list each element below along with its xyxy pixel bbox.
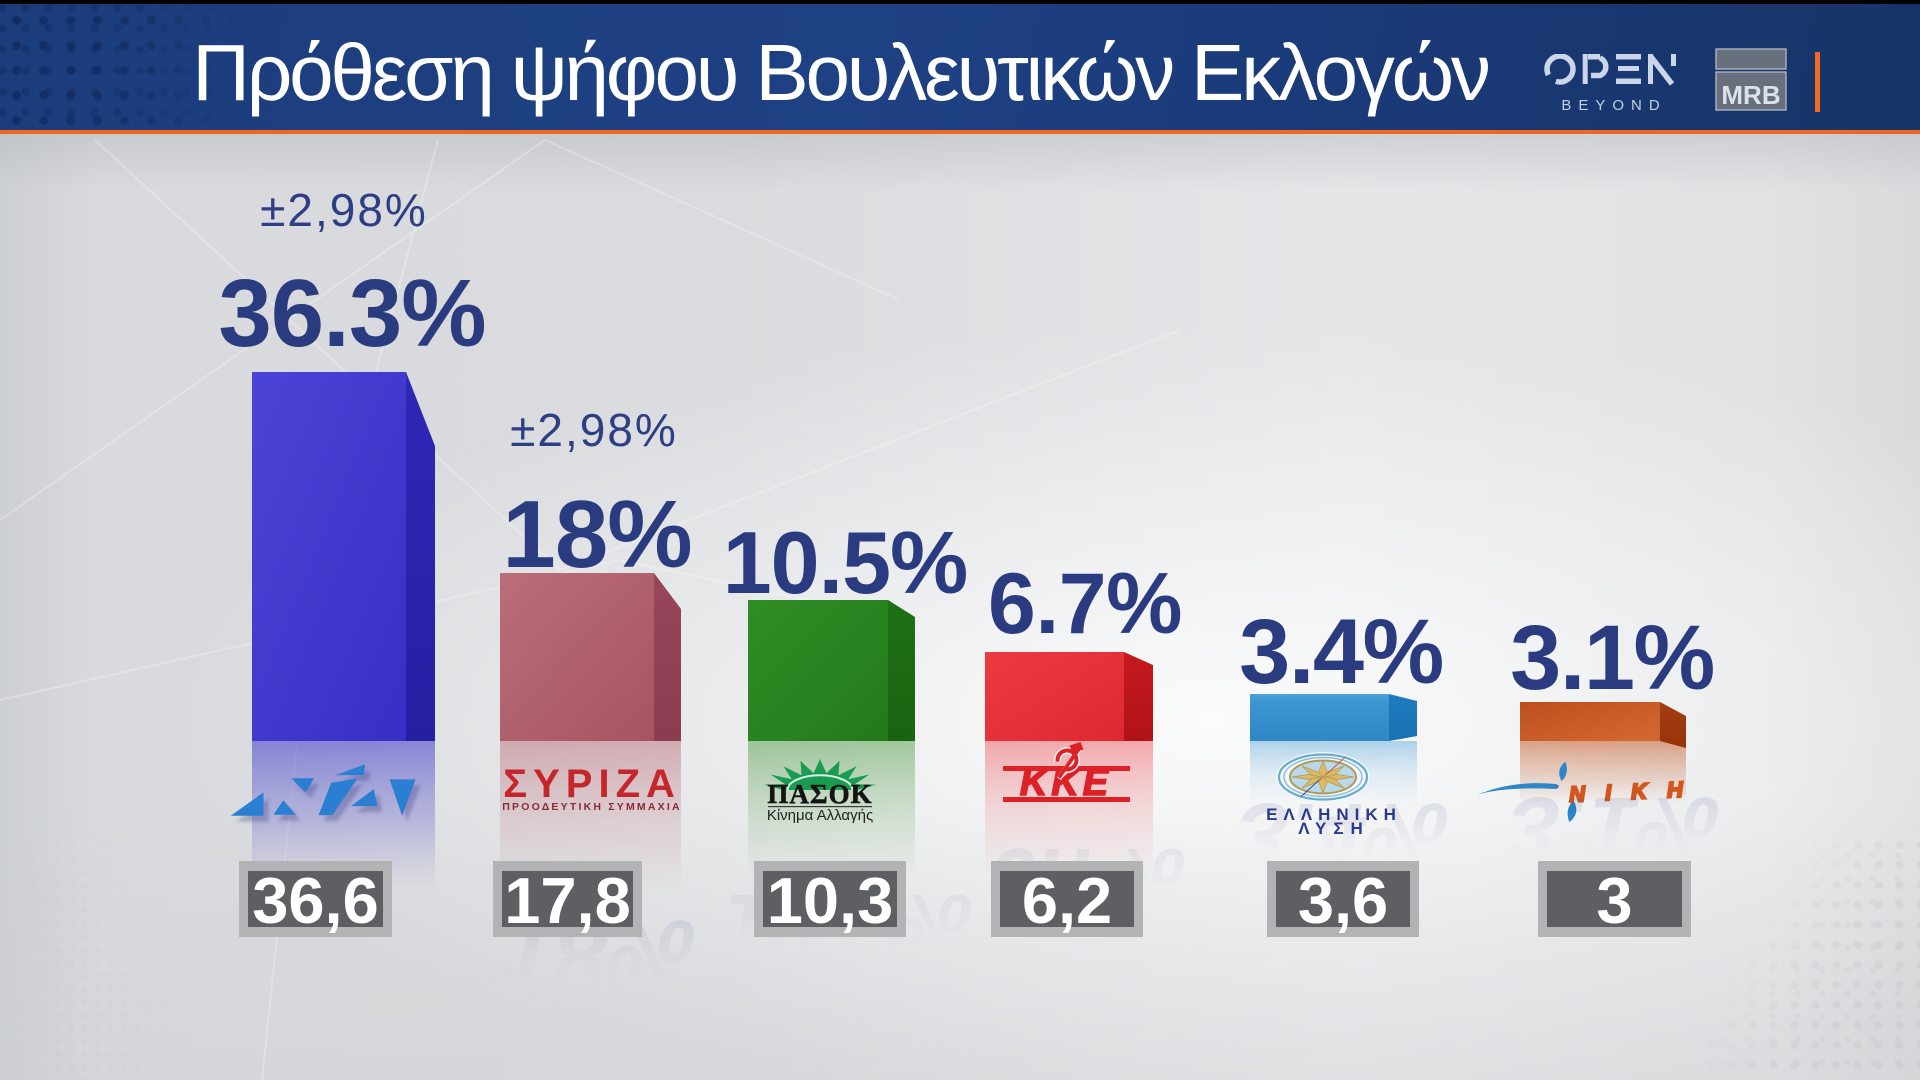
svg-text:MRB: MRB <box>1721 80 1780 110</box>
svg-text:ΠΑΣΟΚ: ΠΑΣΟΚ <box>767 779 872 809</box>
svg-text:ΠΡΟΟΔΕΥΤΙΚΗ ΣΥΜΜΑΧΙΑ: ΠΡΟΟΔΕΥΤΙΚΗ ΣΥΜΜΑΧΙΑ <box>502 801 682 813</box>
svg-text:Κίνημα Αλλαγής: Κίνημα Αλλαγής <box>767 807 873 824</box>
svg-text:BEYOND: BEYOND <box>1561 97 1666 114</box>
svg-text:ΕΛΛΗΝΙΚΗ: ΕΛΛΗΝΙΚΗ <box>1266 805 1402 824</box>
svg-text:ΣΥΡΙΖΑ: ΣΥΡΙΖΑ <box>503 762 681 806</box>
svg-text:ΛΥΣΗ: ΛΥΣΗ <box>1298 819 1370 838</box>
